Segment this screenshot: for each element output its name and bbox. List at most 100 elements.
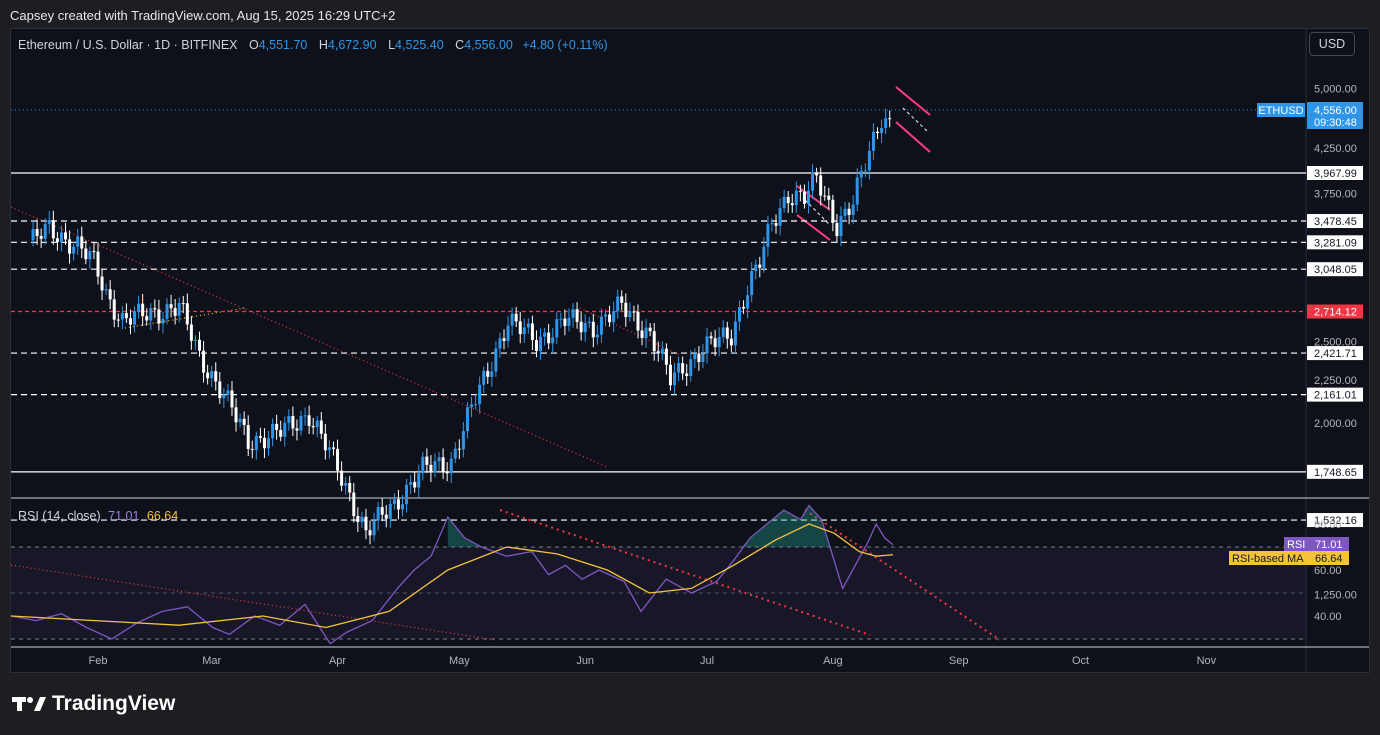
tradingview-logo[interactable]: TradingView [12, 692, 175, 716]
rsi-legend: RSI (14, close) 71.01 66.64 [18, 509, 178, 523]
time-tick-label: Jul [700, 655, 714, 667]
candle-body [851, 204, 855, 215]
rsi-ma-legend-value: 66.64 [146, 509, 179, 523]
yellow-dotted-line [124, 307, 246, 329]
level-tag-bg [1307, 235, 1363, 250]
currency-button[interactable]: USD [1309, 32, 1355, 56]
candle-body [628, 311, 632, 318]
candle-body [262, 437, 266, 449]
candle-body [717, 337, 721, 348]
level-tag: 1,532.16 [1314, 515, 1357, 527]
candle-body [177, 303, 181, 316]
candle-body [141, 303, 145, 317]
candle-body [571, 309, 575, 318]
candle-body [323, 433, 327, 451]
last-price-tag-bg [1307, 102, 1363, 129]
candle-body [161, 318, 165, 324]
candle-body [746, 295, 750, 309]
candle-body [737, 307, 741, 322]
candle-body [250, 448, 254, 451]
candle-body [116, 319, 120, 321]
candle-body [766, 224, 770, 247]
symbol-tag: ETHUSD [1258, 105, 1303, 117]
rsi-legend-value: 71.01 [108, 509, 140, 523]
candle-body [271, 423, 275, 439]
candle-body [526, 323, 530, 328]
candle-body [884, 118, 888, 128]
candle-body [303, 415, 307, 417]
candle-body [449, 458, 453, 474]
candle-body [831, 199, 835, 223]
candle-body [165, 304, 169, 319]
candle-body [299, 415, 303, 431]
candle-body [575, 309, 579, 322]
candle-body [802, 191, 806, 204]
rsi-tag-bg [1284, 537, 1349, 551]
rsi-trendline-mid [499, 509, 871, 636]
candle-body [388, 503, 392, 519]
candle-body [494, 348, 498, 372]
candle-body [258, 436, 262, 438]
candle-body [372, 520, 376, 536]
high-value: 4,672.90 [327, 38, 377, 52]
rsi-trendline-long [10, 564, 496, 641]
level-tag: 3,967.99 [1314, 168, 1357, 180]
candle-body [409, 482, 413, 485]
candle-body [815, 172, 819, 176]
candle-body [668, 364, 672, 386]
candle-body [238, 418, 242, 423]
candle-body [876, 131, 880, 134]
candle-body [202, 350, 206, 373]
candle-body [474, 404, 478, 406]
candle-body [465, 407, 469, 432]
candle-body [543, 332, 547, 337]
candle-body [149, 308, 153, 321]
candle-body [319, 420, 323, 434]
candle-body [401, 504, 404, 510]
level-tag-bg [1307, 513, 1363, 528]
candle-body [311, 425, 315, 428]
candle-body [153, 308, 157, 310]
flag-channel-lower-1 [796, 214, 831, 241]
candle-body [502, 338, 506, 341]
level-tag: 2,714.12 [1314, 307, 1357, 319]
price-tick-label: 3,750.00 [1314, 189, 1357, 201]
rsi-line [10, 504, 894, 645]
candle-body [307, 415, 311, 426]
candle-body [539, 336, 543, 352]
rsi-ma-line [10, 523, 894, 629]
candle-body [344, 483, 348, 486]
candle-body [51, 220, 55, 239]
open-value: 4,551.70 [258, 38, 308, 52]
candle-body [530, 323, 534, 341]
high-label: H [318, 38, 328, 52]
candle-body [863, 170, 867, 172]
candle-body [693, 353, 697, 360]
candle-body [725, 327, 729, 339]
rsi-name: RSI (14, close) [18, 509, 101, 523]
ohlc-legend: Ethereum / U.S. Dollar · 1D · BITFINEX O… [18, 38, 608, 52]
chart-panel[interactable] [10, 28, 1370, 673]
candle-body [445, 471, 449, 474]
candle-body [871, 131, 875, 151]
candle-body [88, 251, 92, 260]
candle-body [555, 319, 559, 338]
candle-body [242, 418, 246, 426]
candle-body [457, 448, 461, 450]
candle-body [254, 436, 258, 451]
candle-body [522, 327, 526, 335]
candle-body [120, 312, 124, 320]
candle-body [486, 370, 490, 377]
candle-body [644, 327, 648, 338]
candle-body [348, 483, 352, 493]
candle-body [774, 223, 778, 226]
candle-body [839, 216, 843, 237]
candle-body [498, 338, 502, 349]
candle-body [76, 236, 80, 247]
candle-body [656, 351, 660, 354]
flag-channel-lower-2 [895, 121, 931, 153]
candle-body [429, 464, 433, 473]
tradingview-mark-icon [12, 697, 46, 711]
candle-body [807, 190, 810, 204]
